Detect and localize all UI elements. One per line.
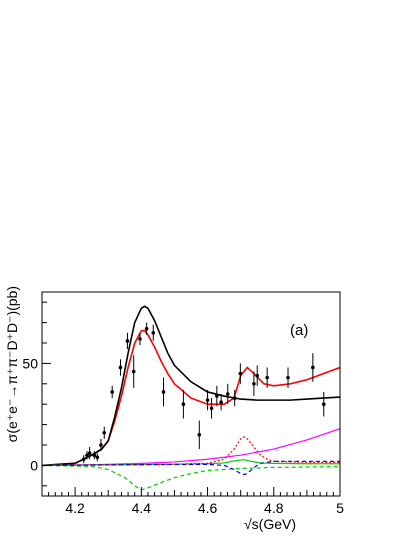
- data-point-13: [151, 324, 156, 341]
- y-axis: 0 50: [22, 301, 51, 487]
- data-point-21: [225, 383, 230, 405]
- curve-4: [42, 464, 340, 491]
- marker-9: [125, 339, 130, 343]
- data-point-17: [205, 389, 210, 411]
- curve-1: [42, 305, 340, 467]
- data-point-9: [125, 332, 130, 350]
- panel-label: (a): [290, 322, 308, 339]
- marker-8: [118, 365, 123, 370]
- data-points: [81, 322, 326, 464]
- data-point-26: [265, 367, 269, 388]
- x-axis: 4.2 4.4 4.6 4.8 5: [41, 487, 344, 516]
- data-point-15: [181, 389, 186, 419]
- x-tick-label: 5: [336, 500, 344, 516]
- marker-13: [151, 331, 156, 335]
- marker-15: [181, 402, 186, 407]
- marker-28: [311, 365, 315, 370]
- marker-12: [144, 326, 149, 331]
- data-point-3: [92, 451, 97, 460]
- marker-1: [85, 453, 89, 458]
- marker-20: [219, 400, 223, 404]
- plot-frame: [41, 291, 341, 497]
- x-tick-label: 4.8: [264, 500, 284, 516]
- data-point-19: [215, 385, 219, 407]
- data-point-23: [238, 363, 243, 384]
- data-point-29: [321, 391, 326, 417]
- y-axis-label: σ(e⁺e⁻→π⁺π⁻D⁺D⁻)(pb): [4, 286, 20, 442]
- data-point-0: [81, 455, 86, 464]
- data-point-16: [197, 420, 202, 450]
- data-point-4: [95, 453, 100, 462]
- data-point-6: [102, 426, 107, 439]
- marker-17: [205, 398, 210, 402]
- marker-21: [225, 392, 230, 396]
- marker-19: [215, 394, 219, 398]
- data-point-18: [209, 398, 214, 419]
- x-tick-label: 4.4: [132, 500, 152, 516]
- data-point-20: [219, 394, 223, 411]
- marker-2: [87, 451, 92, 455]
- marker-11: [138, 337, 142, 341]
- marker-26: [265, 375, 269, 380]
- marker-3: [92, 453, 97, 458]
- y-tick-label: 0: [30, 457, 38, 473]
- marker-7: [110, 390, 114, 394]
- marker-0: [81, 457, 86, 462]
- marker-5: [99, 443, 103, 447]
- data-point-27: [286, 367, 290, 388]
- marker-14: [161, 390, 166, 394]
- marker-16: [197, 433, 202, 437]
- data-point-10: [131, 355, 136, 388]
- marker-4: [95, 455, 100, 460]
- curve-6: [42, 460, 340, 476]
- data-point-11: [138, 332, 142, 346]
- curve-5: [42, 436, 340, 466]
- data-point-28: [311, 353, 315, 382]
- marker-24: [252, 382, 256, 386]
- data-point-2: [87, 447, 92, 460]
- marker-18: [209, 406, 214, 411]
- x-tick-label: 4.6: [198, 500, 218, 516]
- marker-22: [232, 396, 237, 400]
- data-point-1: [85, 451, 89, 460]
- marker-23: [238, 371, 243, 376]
- data-point-22: [232, 389, 237, 407]
- data-point-12: [144, 322, 149, 335]
- x-tick-label: 4.2: [65, 500, 85, 516]
- marker-25: [255, 373, 260, 378]
- data-point-8: [118, 359, 123, 376]
- data-point-7: [110, 385, 114, 399]
- x-axis-label: √s(GeV): [244, 516, 296, 532]
- marker-6: [102, 430, 107, 435]
- data-point-14: [161, 377, 166, 407]
- y-tick-label: 50: [22, 355, 38, 371]
- data-point-25: [255, 365, 260, 386]
- marker-29: [321, 402, 326, 407]
- marker-10: [131, 369, 136, 374]
- marker-27: [286, 375, 290, 380]
- data-point-24: [252, 371, 256, 397]
- data-point-5: [99, 438, 103, 452]
